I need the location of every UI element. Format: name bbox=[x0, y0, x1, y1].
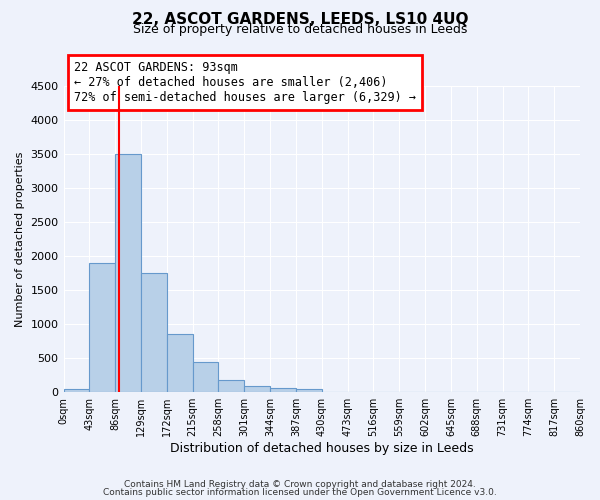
Bar bbox=[141, 273, 167, 392]
Text: Contains HM Land Registry data © Crown copyright and database right 2024.: Contains HM Land Registry data © Crown c… bbox=[124, 480, 476, 489]
Text: 22 ASCOT GARDENS: 93sqm
← 27% of detached houses are smaller (2,406)
72% of semi: 22 ASCOT GARDENS: 93sqm ← 27% of detache… bbox=[74, 62, 416, 104]
Text: Size of property relative to detached houses in Leeds: Size of property relative to detached ho… bbox=[133, 22, 467, 36]
X-axis label: Distribution of detached houses by size in Leeds: Distribution of detached houses by size … bbox=[170, 442, 473, 455]
Bar bbox=[270, 388, 296, 392]
Bar bbox=[296, 390, 322, 392]
Text: 22, ASCOT GARDENS, LEEDS, LS10 4UQ: 22, ASCOT GARDENS, LEEDS, LS10 4UQ bbox=[132, 12, 468, 28]
Bar bbox=[167, 334, 193, 392]
Bar bbox=[64, 390, 89, 392]
Y-axis label: Number of detached properties: Number of detached properties bbox=[15, 152, 25, 326]
Bar bbox=[244, 386, 270, 392]
Bar bbox=[89, 263, 115, 392]
Text: Contains public sector information licensed under the Open Government Licence v3: Contains public sector information licen… bbox=[103, 488, 497, 497]
Bar bbox=[218, 380, 244, 392]
Bar bbox=[193, 362, 218, 392]
Bar bbox=[115, 154, 141, 392]
